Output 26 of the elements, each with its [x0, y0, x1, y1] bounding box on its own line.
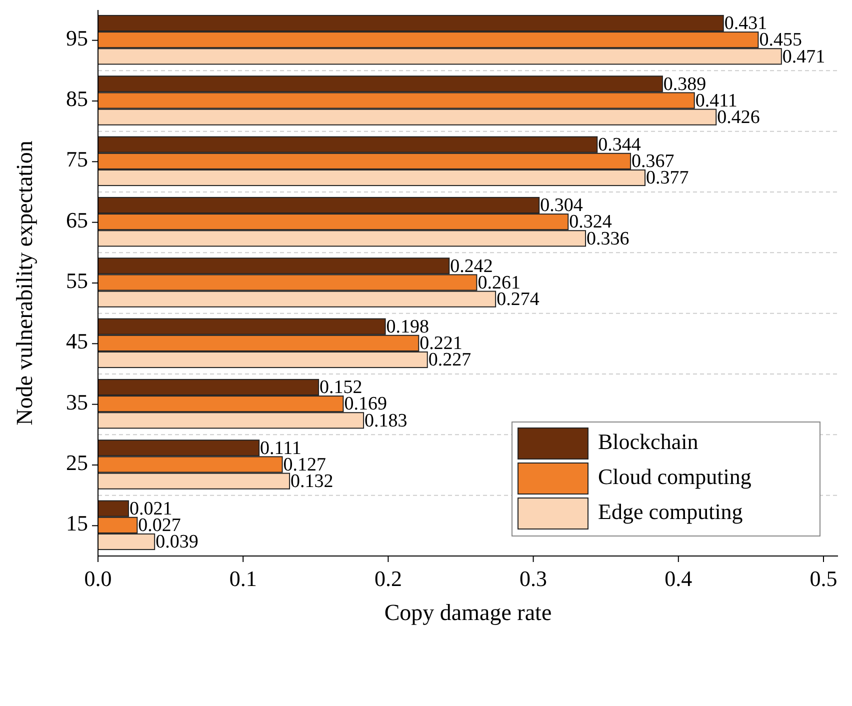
- x-tick-label: 0.4: [664, 566, 692, 591]
- y-tick-label: 15: [66, 510, 88, 536]
- x-tick-label: 0.3: [520, 566, 548, 591]
- data-label: 0.227: [428, 350, 472, 371]
- x-tick-label: 0.1: [229, 566, 257, 591]
- x-tick-label: 0.5: [810, 566, 838, 591]
- data-label: 0.198: [386, 316, 430, 338]
- legend-label: Cloud computing: [598, 464, 752, 490]
- legend-label: Edge computing: [598, 499, 743, 524]
- data-label: 0.039: [156, 532, 198, 553]
- x-axis-title: Copy damage rate: [384, 600, 552, 625]
- legend-label: Blockchain: [598, 429, 698, 454]
- y-tick-label: 55: [66, 268, 88, 294]
- y-tick-label: 45: [66, 328, 88, 354]
- y-tick-label: 35: [66, 389, 88, 414]
- y-axis-title: Node vulnerability expectation: [12, 140, 37, 426]
- x-tick-label: 0.0: [84, 566, 112, 591]
- x-tick-label: 0.2: [374, 566, 402, 591]
- data-label: 0.377: [646, 168, 689, 189]
- y-tick-label: 75: [66, 146, 88, 172]
- y-tick-label: 85: [66, 86, 88, 112]
- y-tick-label: 95: [66, 25, 88, 50]
- y-tick-label: 65: [66, 207, 88, 232]
- y-tick-label: 25: [66, 450, 88, 476]
- data-label: 0.344: [598, 134, 642, 156]
- data-label: 0.021: [129, 498, 172, 520]
